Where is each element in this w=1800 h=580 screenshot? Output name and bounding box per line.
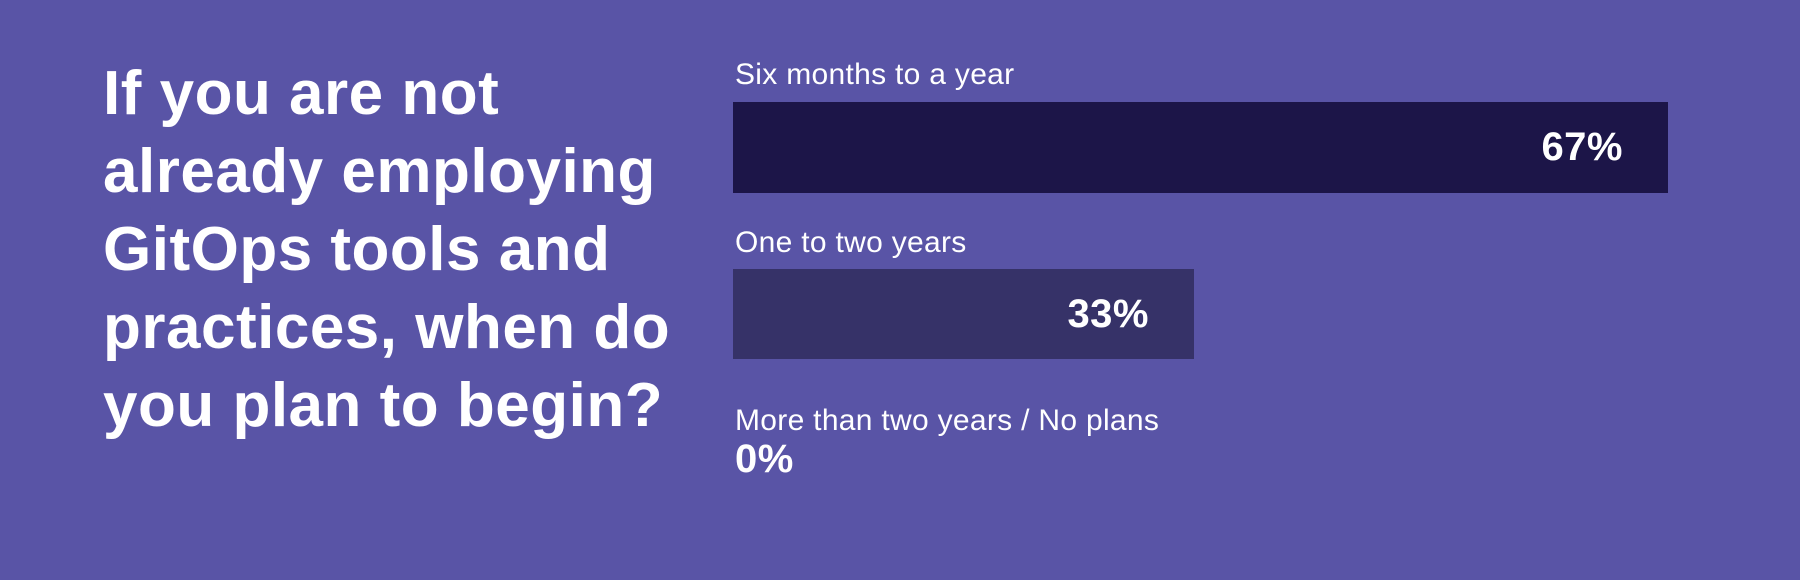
bar-value-more-two-years: 0% [735, 437, 794, 481]
bar-label-six-months: Six months to a year [735, 58, 1015, 91]
bar-value-six-months: 67% [1541, 125, 1623, 169]
bar-label-one-two-years: One to two years [735, 226, 967, 259]
bar-one-two-years: 33% [733, 269, 1194, 359]
question-text: If you are not already employing GitOps … [103, 59, 671, 440]
bar-six-months: 67% [733, 102, 1668, 193]
bar-value-one-two-years: 33% [1067, 291, 1149, 336]
bar-label-more-two-years: More than two years / No plans [735, 404, 1160, 437]
